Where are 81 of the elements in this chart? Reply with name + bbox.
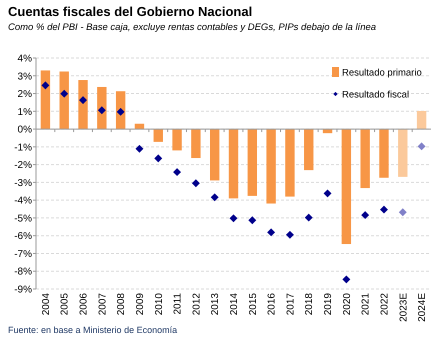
bar	[116, 91, 126, 130]
x-tick-label: 2009	[134, 292, 146, 316]
bar	[266, 129, 276, 204]
bar	[134, 124, 144, 130]
x-tick-label: 2004	[40, 292, 52, 316]
y-tick-label: -6%	[14, 231, 32, 242]
bar	[248, 129, 258, 196]
x-tick-label: 2020	[342, 292, 353, 316]
point	[135, 144, 144, 153]
bar	[342, 129, 352, 244]
bar	[78, 80, 88, 130]
y-tick-label: 3%	[18, 71, 32, 82]
bar	[304, 129, 314, 170]
y-tick-label: -3%	[14, 178, 32, 189]
point	[192, 179, 200, 188]
point	[154, 154, 162, 162]
point	[361, 211, 370, 220]
point	[60, 90, 68, 98]
x-tick-label: 2016	[266, 292, 278, 316]
x-tick-label: 2023E	[398, 292, 410, 322]
y-tick-label: 1%	[18, 106, 32, 118]
x-tick-label: 2006	[78, 292, 90, 316]
bar	[228, 129, 238, 198]
bar	[154, 129, 163, 142]
x-tick-label: 2013	[210, 292, 222, 316]
legend-label: Resultado fiscal	[342, 89, 410, 100]
y-tick-label: -8%	[14, 266, 32, 278]
point	[173, 168, 182, 176]
x-tick-label: 2021	[360, 292, 372, 316]
y-tick-label: 0%	[18, 124, 32, 136]
point	[304, 214, 313, 222]
x-tick-label: 2008	[116, 292, 128, 316]
bar	[40, 70, 50, 130]
x-tick-label: 2012	[191, 292, 202, 316]
x-tick-label: 2024E	[417, 292, 428, 322]
point	[380, 206, 388, 214]
y-tick-label: -1%	[14, 142, 32, 154]
y-tick-label: -4%	[14, 196, 32, 207]
point	[286, 230, 294, 239]
point	[98, 106, 106, 114]
point	[210, 193, 219, 202]
x-tick-label: 2017	[285, 292, 296, 316]
chart-title: Cuentas fiscales del Gobierno Nacional	[8, 4, 252, 19]
bar	[210, 129, 220, 180]
point	[230, 214, 238, 222]
bar	[379, 129, 389, 178]
bar	[97, 86, 107, 130]
source-note: Fuente: en base a Ministerio de Economía	[8, 325, 178, 335]
legend-label: Resultado primario	[342, 67, 422, 78]
x-tick-label: 2022	[379, 292, 390, 316]
point	[324, 189, 332, 198]
x-tick-label: 2010	[154, 292, 165, 316]
y-tick-label: -9%	[14, 284, 32, 296]
chart-subtitle: Como % del PBI - Base caja, excluye rentas contables y DEGs, PIPs debajo de la línea	[8, 22, 376, 33]
bar	[172, 129, 182, 150]
bar	[60, 72, 69, 130]
x-tick-label: 2005	[60, 292, 71, 316]
point	[116, 108, 125, 116]
x-tick-label: 2018	[304, 292, 316, 316]
bar	[285, 129, 295, 197]
y-tick-label: -7%	[14, 248, 32, 260]
y-tick-label: 2%	[18, 89, 32, 100]
x-tick-label: 2014	[229, 292, 240, 316]
x-tick-label: 2019	[323, 292, 334, 316]
point	[267, 228, 276, 236]
x-tick-label: 2011	[172, 292, 184, 315]
y-tick-label: 4%	[18, 54, 32, 64]
point	[418, 142, 426, 150]
point	[41, 81, 50, 90]
point	[248, 216, 256, 224]
x-tick-label: 2015	[248, 292, 259, 316]
bar	[398, 129, 408, 177]
point	[398, 208, 407, 216]
y-tick-label: -5%	[14, 213, 32, 224]
bar	[360, 129, 370, 188]
point	[342, 275, 350, 284]
y-tick-label: -2%	[14, 160, 32, 172]
point	[79, 96, 87, 104]
bar	[191, 129, 201, 158]
x-tick-label: 2007	[97, 292, 108, 316]
bar	[416, 110, 426, 130]
